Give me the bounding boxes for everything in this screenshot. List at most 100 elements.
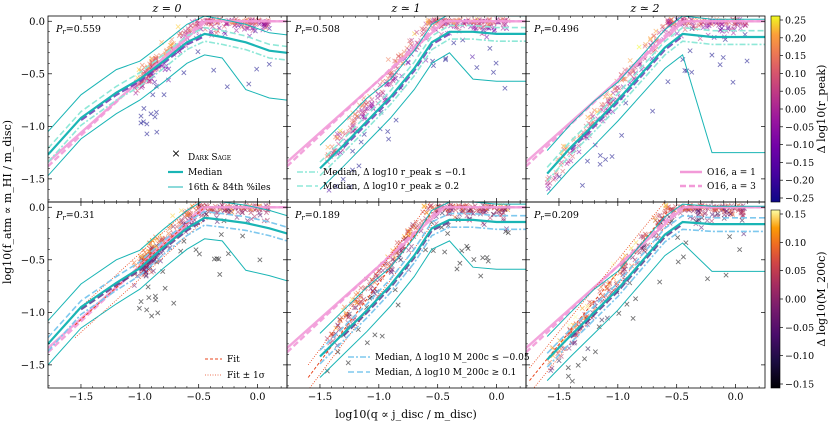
scatter-point (246, 81, 252, 87)
scatter-point (596, 324, 602, 330)
scatter-point (546, 174, 552, 180)
scatter-point (392, 58, 398, 64)
scatter-point (360, 300, 366, 306)
scatter-point (146, 295, 152, 301)
scatter-point (636, 44, 642, 50)
scatter-point (666, 18, 672, 24)
scatter-point (406, 247, 412, 253)
scatter-point (576, 143, 582, 149)
scatter-point (696, 217, 702, 223)
scatter-point (326, 187, 332, 193)
scatter-point (619, 132, 625, 138)
scatter-point (170, 213, 176, 219)
colorbar-tick-label: 0.00 (785, 295, 806, 306)
scatter-point (138, 113, 144, 119)
scatter-point (704, 217, 710, 223)
scatter-point (696, 23, 702, 29)
scatter-point (430, 63, 436, 69)
scatter-point (235, 209, 241, 215)
scatter-point (324, 336, 330, 342)
percentile-16-line (546, 54, 765, 195)
y-tick-label: −1.5 (21, 174, 45, 185)
scatter-point (647, 35, 653, 42)
scatter-point (606, 287, 612, 293)
y-tick-label: −1.0 (21, 122, 45, 133)
scatter-point (727, 234, 733, 240)
scatter-point (360, 113, 366, 119)
scatter-point (480, 27, 486, 33)
scatter-point (675, 234, 681, 240)
panel-0-0-plot-area (48, 16, 287, 177)
scatter-point (584, 303, 590, 309)
scatter-point (256, 210, 262, 216)
scatter-point (481, 209, 487, 215)
scatter-point (166, 66, 172, 72)
scatter-point (709, 52, 715, 58)
scatter-point (665, 79, 671, 85)
scatter-point (179, 217, 185, 224)
scatter-point (439, 224, 445, 230)
pr-label-1-0: Pr=0.31 (55, 210, 95, 222)
fit-sigma-lower (74, 219, 205, 338)
scatter-point (480, 255, 486, 261)
scatter-point (442, 249, 448, 255)
panel-1-1: −1.5 −1.0 −0.5 0.0 Pr=0.189 (286, 201, 527, 403)
percentile-84-line (319, 16, 526, 146)
scatter-point (603, 156, 609, 162)
o16-a1-line (526, 206, 765, 349)
y-tick-label: −1.0 (21, 308, 45, 319)
median-low-split-line (319, 226, 526, 365)
scatter-point (195, 49, 201, 55)
scatter-point (505, 230, 511, 236)
pr-label-0-2: Pr=0.496 (533, 24, 579, 36)
colorbar-tick-label: 0.20 (785, 33, 806, 44)
percentile-16-line (48, 238, 287, 366)
scatter-point (675, 259, 681, 265)
scatter-point (650, 108, 656, 114)
colorbar-tick-label: 0.25 (785, 16, 806, 27)
panel-1-0-frame (47, 201, 288, 389)
scatter-point (623, 100, 629, 106)
scatter-point (610, 261, 616, 267)
scatter-point (143, 272, 149, 278)
scatter-point (504, 226, 510, 232)
legend-o16-a1-label: O16, a = 1 (707, 168, 756, 178)
scatter-point (181, 30, 187, 36)
scatter-point (257, 257, 263, 263)
scatter-point (144, 121, 150, 127)
scatter-point (469, 54, 475, 60)
legend-percentiles-label: 16th & 84th %iles (188, 183, 271, 193)
legend-panel-z1-bottom: Median, Δ log10 M_200c ≤ −0.05 Median, Δ… (348, 353, 530, 378)
scatter-point (502, 85, 508, 91)
legend-o16-a3-label: O16, a = 3 (707, 182, 756, 192)
x-axis-label: log10(q ∝ j_disc / m_disc) (335, 408, 477, 421)
o16-a3-line (48, 206, 287, 354)
scatter-point (709, 218, 715, 224)
scatter-point (252, 214, 258, 220)
x-tick-label: −1.0 (367, 392, 391, 403)
scatter-point (354, 113, 360, 119)
scatter-point (585, 114, 591, 120)
scatter-point (478, 273, 484, 279)
colorbar-tick-label: −0.05 (785, 122, 814, 133)
scatter-point (167, 226, 173, 232)
scatter-point (136, 305, 142, 311)
scatter-point (568, 158, 574, 164)
scatter-point (149, 313, 155, 319)
colorbar-m200c: 0.15 0.10 0.05 0.00 −0.05 −0.10 −0.15 Δ log10(… (770, 210, 828, 391)
scatter-point (592, 142, 598, 148)
legend-panel-z0-bottom: Fit Fit ± 1σ (205, 355, 265, 381)
scatter-point (165, 77, 171, 83)
legend-fit-label: Fit (227, 355, 240, 365)
scatter-point (457, 260, 463, 266)
scatter-point (349, 167, 356, 173)
scatter-point (158, 52, 164, 58)
scatter-point (372, 332, 378, 338)
scatter-point (385, 128, 391, 135)
scatter-point (725, 24, 731, 30)
scatter-point (724, 208, 730, 214)
scatter-point (265, 22, 271, 28)
scatter-point (152, 114, 158, 120)
column-titles: z = 0 z ≃ 1 z ≃ 2 (151, 2, 659, 15)
